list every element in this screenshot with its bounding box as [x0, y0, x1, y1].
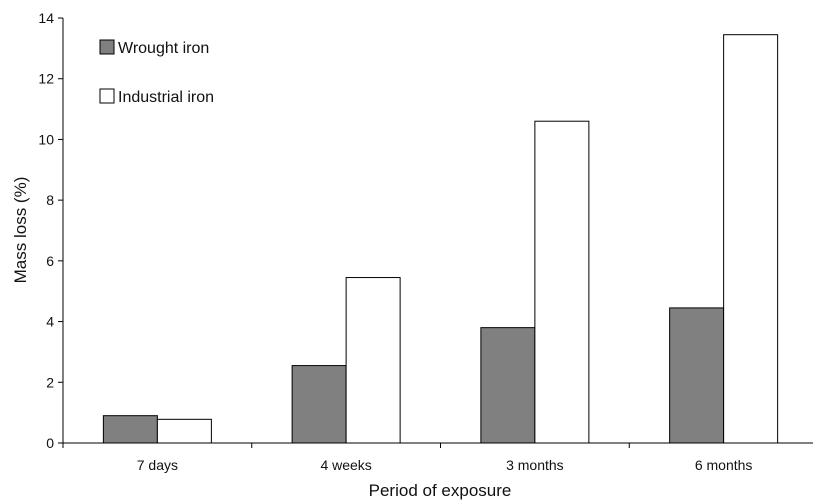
y-tick-label: 4 [46, 314, 54, 330]
bars [102, 34, 779, 444]
y-tick-label: 8 [46, 192, 54, 208]
bar-industrial-iron-4-weeks [345, 277, 401, 444]
legend-label-industrial-iron: Industrial iron [118, 89, 214, 106]
bar-wrought-iron-4-weeks [291, 365, 347, 444]
x-tick-label: 3 months [506, 457, 564, 473]
x-axis-ticks: 7 days 4 weeks 3 months 6 months [62, 443, 753, 473]
y-tick-label: 2 [46, 374, 54, 390]
bar-wrought-iron-6-months [669, 307, 725, 444]
x-tick-label: 7 days [137, 457, 178, 473]
legend-swatch-wrought-iron [99, 39, 115, 55]
y-tick-label: 14 [38, 10, 54, 26]
bar-industrial-iron-3-months [534, 120, 590, 444]
x-tick-label: 4 weeks [320, 457, 371, 473]
bar-industrial-iron-6-months [723, 34, 779, 444]
legend: Wrought iron Industrial iron [99, 39, 214, 106]
x-tick-label: 6 months [695, 457, 753, 473]
y-axis-ticks: 0 2 4 6 8 10 12 14 [38, 10, 63, 451]
bar-industrial-iron-7-days [156, 418, 212, 444]
y-tick-label: 6 [46, 253, 54, 269]
bar-wrought-iron-3-months [480, 327, 536, 444]
y-tick-label: 12 [38, 71, 54, 87]
legend-swatch-industrial-iron [99, 88, 115, 104]
y-tick-label: 0 [46, 435, 54, 451]
bar-wrought-iron-7-days [102, 415, 158, 444]
y-axis-title: Mass loss (%) [11, 177, 30, 284]
legend-label-wrought-iron: Wrought iron [118, 40, 209, 57]
y-tick-label: 10 [38, 131, 54, 147]
x-axis-title: Period of exposure [369, 481, 512, 500]
